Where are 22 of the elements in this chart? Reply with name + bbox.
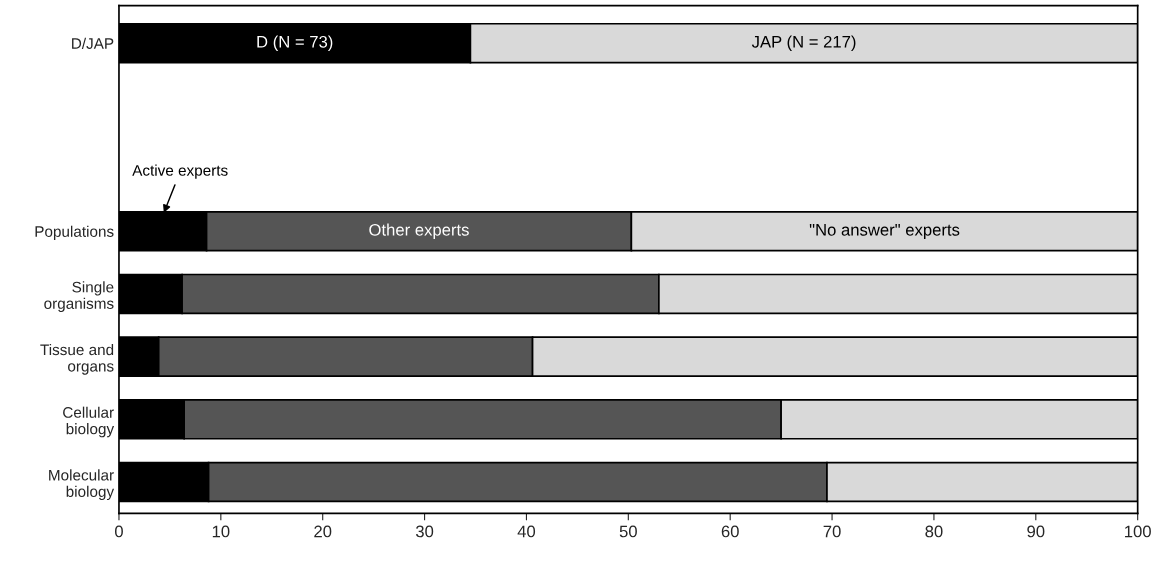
- series-label: Other experts: [369, 223, 469, 240]
- text: Active experts: [132, 164, 228, 179]
- x-tick-label: 80: [925, 525, 943, 538]
- y-tick-label: Molecular biology: [49, 469, 115, 501]
- x-tick-label: 20: [314, 525, 332, 538]
- y-tick-label: Tissue and organs: [40, 343, 114, 375]
- x-tick-label: 60: [721, 525, 739, 538]
- x-tick-label: 0: [114, 525, 123, 538]
- series-label: D (N = 73): [257, 35, 333, 51]
- x-tick-label: 70: [823, 525, 841, 538]
- x-tick-label: 100: [1125, 525, 1151, 538]
- x-tick-label: 40: [517, 525, 536, 538]
- y-tick-label: Cellular biology: [63, 406, 115, 438]
- y-tick-label: D/JAP: [72, 37, 114, 49]
- x-tick-label: 30: [415, 525, 434, 538]
- x-tick-label: 90: [1027, 525, 1045, 538]
- series-label: JAP (N = 217): [751, 35, 856, 51]
- x-tick-label: 50: [619, 525, 637, 538]
- series-label: "No answer" experts: [809, 224, 960, 240]
- x-tick-label: 10: [212, 525, 230, 538]
- y-tick-label: Populations: [35, 225, 114, 240]
- y-tick-label: Single organisms: [44, 281, 114, 312]
